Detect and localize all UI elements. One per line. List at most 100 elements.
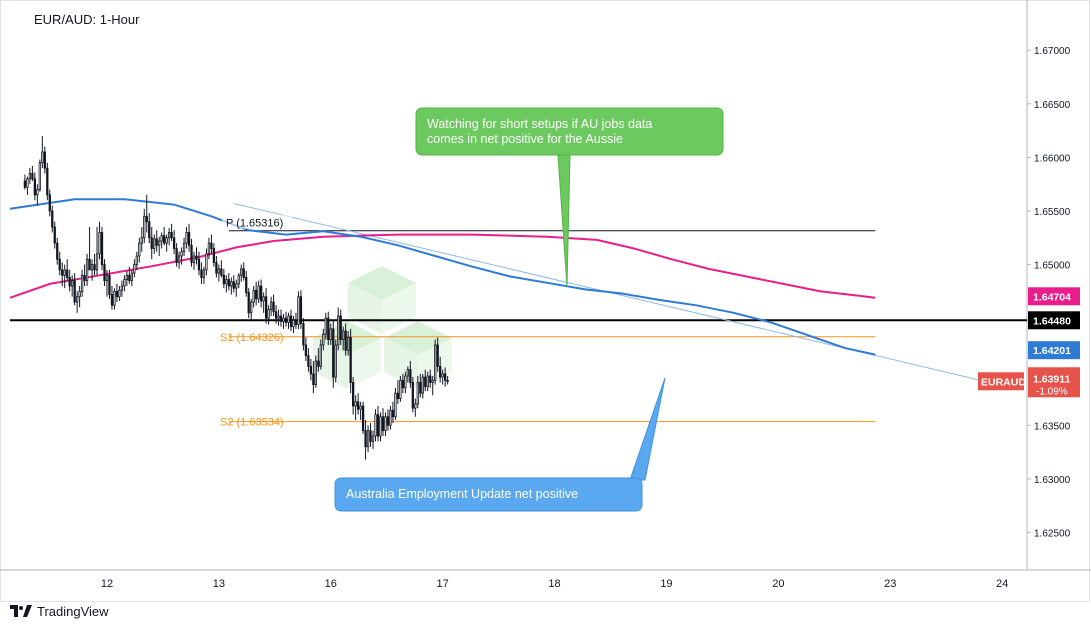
candle-body-up xyxy=(416,382,419,405)
candle xyxy=(299,290,303,329)
footer[interactable]: TradingView xyxy=(10,604,109,619)
change-pct-text: -1.09% xyxy=(1036,386,1068,397)
candle xyxy=(434,339,437,385)
candle-body-up xyxy=(322,333,325,346)
candle-body-up xyxy=(123,279,126,287)
candle xyxy=(284,311,288,327)
callout-top-box xyxy=(415,107,724,156)
candle-body-up xyxy=(130,272,133,282)
candle xyxy=(210,234,213,254)
candle-body-up xyxy=(282,317,285,322)
candle xyxy=(347,331,350,356)
candle xyxy=(429,369,432,388)
candle-body-down xyxy=(103,264,106,282)
candle-body-down xyxy=(304,344,308,357)
candle xyxy=(242,262,245,281)
candle-body-down xyxy=(115,290,119,298)
candle xyxy=(294,312,298,329)
candle-body-up xyxy=(140,237,143,244)
candle-body-up xyxy=(414,403,417,409)
candle-body-down xyxy=(227,279,230,287)
candle-body-down xyxy=(155,238,158,246)
downtrend-line xyxy=(233,202,1013,389)
candle-body-down xyxy=(145,215,148,223)
candle-body-up xyxy=(337,315,340,346)
candle-body-down xyxy=(83,274,86,282)
candle xyxy=(160,232,163,249)
candle xyxy=(38,159,41,192)
candle-body-down xyxy=(327,317,330,340)
candle-body-down xyxy=(108,274,111,295)
candle-body-up xyxy=(78,290,81,298)
candle xyxy=(185,227,188,249)
candle-body-up xyxy=(287,315,290,323)
candle-body-up xyxy=(359,405,362,410)
candle xyxy=(66,259,69,281)
candle xyxy=(439,356,442,383)
candle xyxy=(88,227,91,271)
candle xyxy=(85,253,89,286)
candle-body-up xyxy=(354,401,357,407)
candle xyxy=(436,337,439,372)
candle-body-down xyxy=(31,173,34,180)
candle-body-down xyxy=(222,274,225,285)
candle xyxy=(205,248,208,276)
candle-body-down xyxy=(195,255,198,260)
candle xyxy=(215,255,218,278)
candle xyxy=(195,247,198,265)
candle xyxy=(43,146,46,174)
moving-averages xyxy=(9,198,876,356)
candle-body-up xyxy=(426,375,429,388)
candle xyxy=(118,286,121,302)
candle-body-up xyxy=(389,409,392,426)
candle xyxy=(207,237,211,260)
candle-body-up xyxy=(75,296,79,303)
candle-body-down xyxy=(190,244,193,263)
candle-body-down xyxy=(356,401,360,410)
candle-body-down xyxy=(175,248,178,263)
candle-body-down xyxy=(61,269,64,276)
candle-body-up xyxy=(36,189,39,196)
candle xyxy=(48,189,51,217)
candle-body-up xyxy=(342,330,345,340)
candle xyxy=(175,243,178,267)
candle-body-up xyxy=(441,373,444,378)
candle-body-up xyxy=(80,274,84,292)
candle xyxy=(167,228,171,246)
candle-body-down xyxy=(46,167,49,196)
candle-body-down xyxy=(349,337,352,383)
candle xyxy=(63,264,66,289)
candle-body-down xyxy=(444,373,447,381)
candle xyxy=(108,269,111,299)
candle-body-up xyxy=(404,375,407,389)
candle xyxy=(182,237,186,256)
candle-body-up xyxy=(237,274,240,285)
callout-top-pointer xyxy=(557,154,571,288)
candle xyxy=(409,361,412,388)
candle-body-up xyxy=(143,215,146,239)
candle-body-down xyxy=(51,210,54,228)
candle xyxy=(51,205,54,233)
candle-body-up xyxy=(262,296,265,302)
candle-body-down xyxy=(56,242,59,260)
candle-body-down xyxy=(259,285,263,302)
callout-top-line1: Watching for short setups if AU jobs dat… xyxy=(427,117,652,131)
candle-body-up xyxy=(252,289,255,303)
candle-body-down xyxy=(172,237,176,249)
candle xyxy=(192,251,196,270)
candle xyxy=(163,227,166,246)
candle-body-down xyxy=(232,281,235,289)
x-tick-label: 13 xyxy=(213,578,225,590)
candle xyxy=(267,305,270,325)
candle xyxy=(227,273,230,291)
moving-average-pink xyxy=(9,233,876,299)
candle xyxy=(31,165,34,181)
candle xyxy=(394,387,397,420)
candle xyxy=(71,275,74,297)
candle xyxy=(90,259,94,281)
watermark-cube-right xyxy=(347,338,381,389)
y-tick-label: 1.65500 xyxy=(1034,207,1071,218)
candle xyxy=(75,291,79,313)
candle-body-up xyxy=(217,268,221,274)
